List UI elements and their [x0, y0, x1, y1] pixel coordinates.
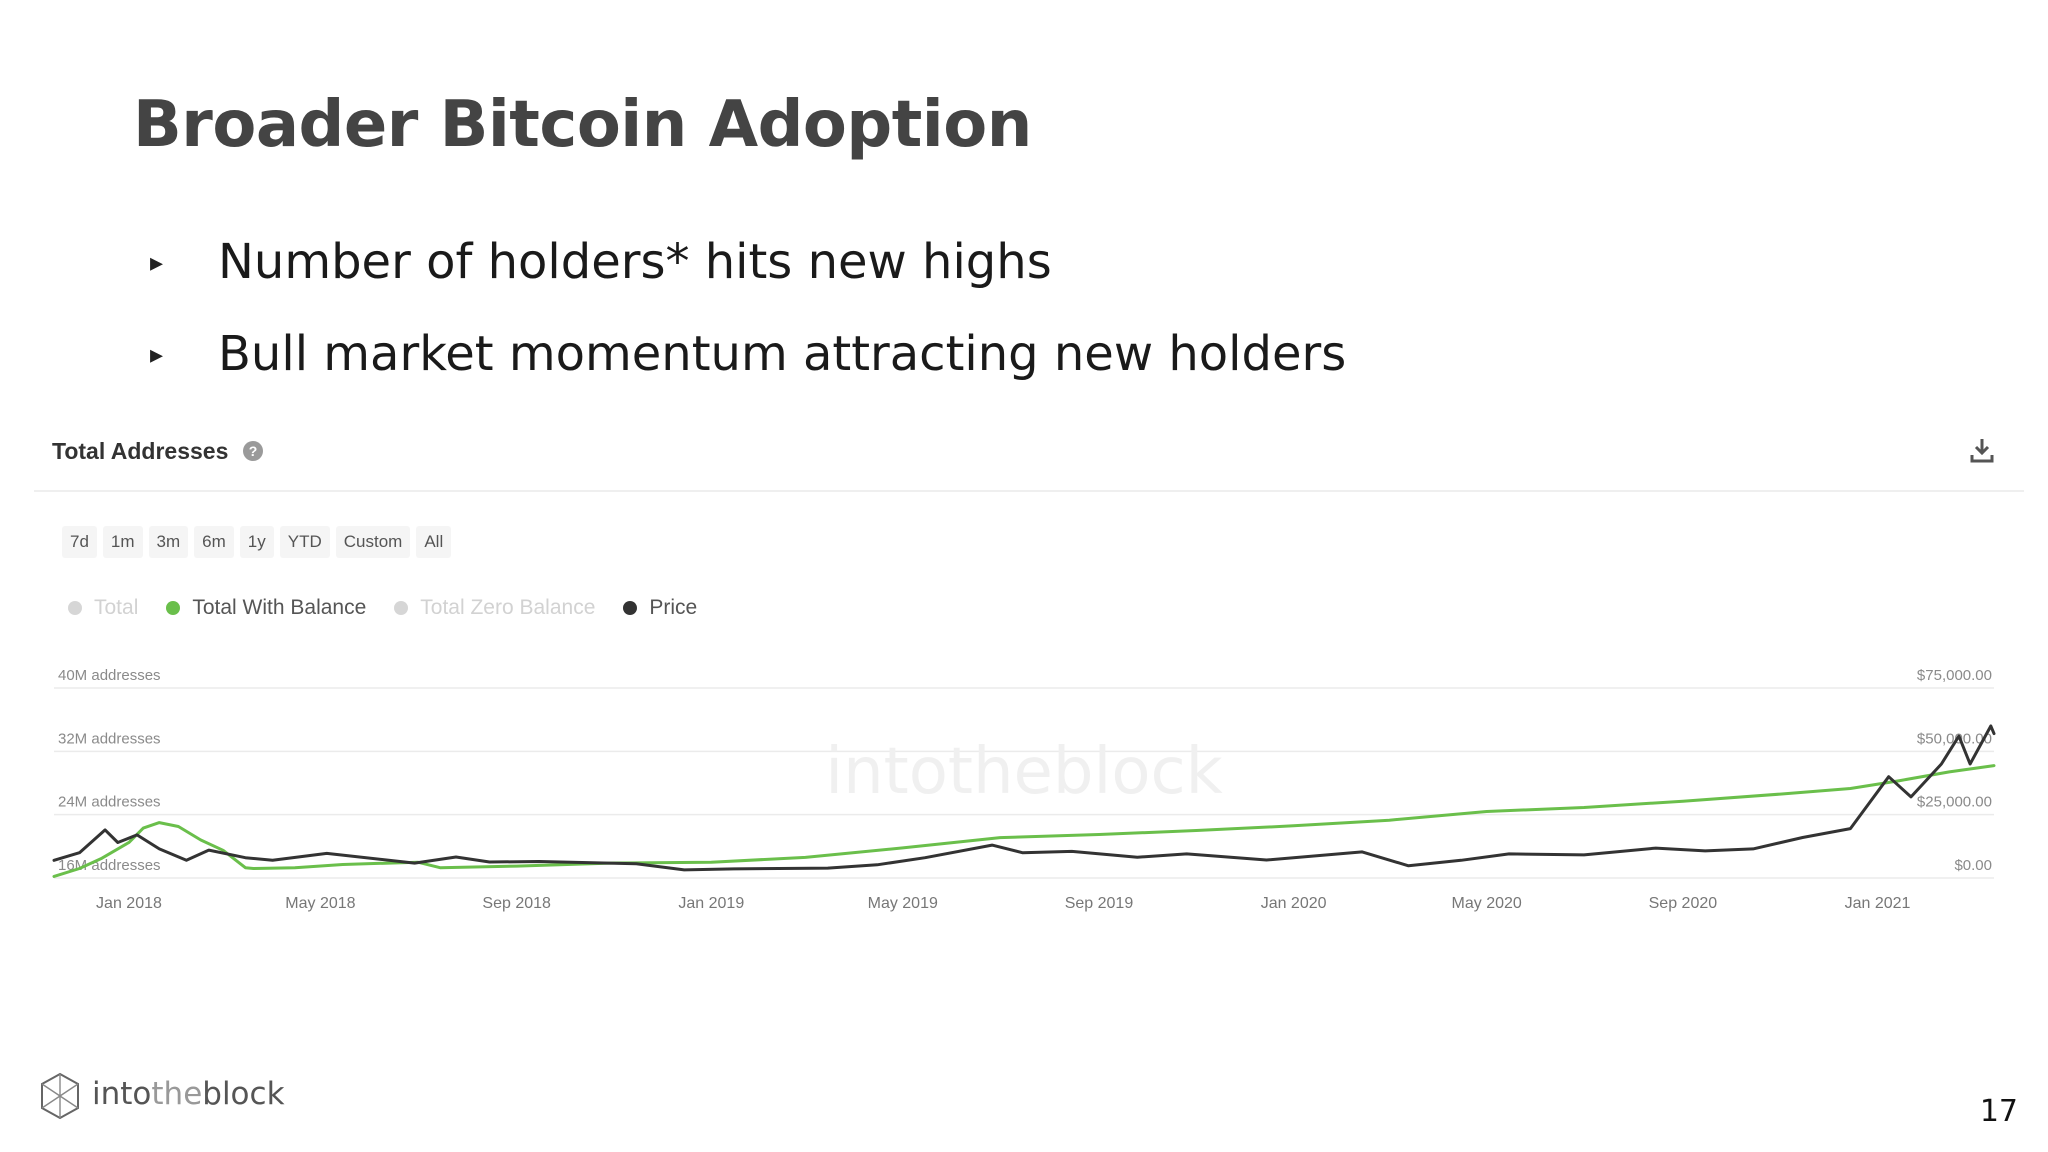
bullet-text: Bull market momentum attracting new hold…: [218, 326, 1347, 382]
y-right-tick-label: $50,000.00: [1917, 730, 1992, 747]
legend-label: Total With Balance: [192, 596, 367, 619]
line-chart: 16M addresses 24M addresses 32M addresses 4…: [52, 668, 1996, 912]
x-tick-label: Jan 2021: [1845, 895, 1911, 912]
help-circle-icon[interactable]: ?: [242, 440, 264, 462]
y-left-tick-label: 16M addresses: [58, 857, 161, 874]
legend-item-price[interactable]: Price: [623, 596, 697, 620]
chart-card-title: Total Addresses: [52, 438, 229, 464]
legend-dot: [166, 601, 181, 615]
x-tick-label: May 2020: [1452, 895, 1522, 912]
page-number: 17: [1979, 1094, 2018, 1129]
legend-dot: [68, 601, 82, 615]
footer-logo: intotheblock: [40, 1070, 300, 1126]
logo-text-the: the: [151, 1076, 203, 1112]
x-tick-label: Jan 2019: [678, 895, 744, 912]
x-tick-label: Sep 2018: [482, 895, 551, 912]
download-icon[interactable]: [1968, 436, 1996, 464]
intotheblock-logo-icon: [41, 1072, 79, 1120]
y-right-tick-label: $75,000.00: [1917, 668, 1992, 684]
x-tick-label: Jan 2018: [96, 895, 162, 912]
legend-item-total-with-balance[interactable]: Total With Balance: [166, 596, 366, 620]
y-left-tick-label: 24M addresses: [58, 794, 161, 811]
y-right-tick-label: $0.00: [1954, 857, 1992, 874]
bullet-triangle-icon: ▸: [150, 247, 164, 277]
x-tick-label: Sep 2019: [1065, 895, 1134, 912]
range-button-1y[interactable]: 1y: [239, 526, 274, 558]
card-divider: [34, 490, 2024, 492]
legend-label: Total Zero Balance: [420, 596, 596, 619]
legend-item-total[interactable]: Total: [68, 596, 138, 620]
range-button-1m[interactable]: 1m: [102, 526, 143, 558]
range-button-3m[interactable]: 3m: [148, 526, 189, 558]
x-tick-label: May 2019: [868, 895, 938, 912]
range-button-7d[interactable]: 7d: [62, 526, 97, 558]
svg-text:?: ?: [249, 443, 258, 459]
legend-dot: [623, 601, 638, 615]
legend-label: Total: [94, 596, 139, 619]
legend-item-total-zero-balance[interactable]: Total Zero Balance: [394, 596, 595, 620]
y-left-tick-label: 40M addresses: [58, 668, 161, 684]
range-button-6m[interactable]: 6m: [194, 526, 234, 558]
x-tick-label: Sep 2020: [1649, 895, 1718, 912]
logo-text-block: block: [202, 1076, 285, 1112]
chart-watermark: intotheblock: [825, 735, 1222, 809]
series-line-price: [52, 724, 1996, 872]
legend-dot: [394, 601, 409, 615]
bullet-text: Number of holders* hits new highs: [218, 234, 1052, 290]
range-button-all[interactable]: All: [416, 526, 452, 558]
y-left-tick-label: 32M addresses: [58, 730, 161, 747]
x-tick-label: Jan 2020: [1261, 895, 1327, 912]
logo-wordmark: intotheblock: [92, 1076, 285, 1112]
chart-card: Total Addresses ? 7d 1m 3m 6m 1y YTD Cus…: [34, 420, 2024, 1032]
range-button-group: 7d 1m 3m 6m 1y YTD Custom All: [62, 526, 452, 558]
x-tick-label: May 2018: [285, 895, 355, 912]
range-button-ytd[interactable]: YTD: [279, 526, 330, 558]
slide-title: Broader Bitcoin Adoption: [133, 88, 1032, 162]
y-right-tick-label: $25,000.00: [1917, 794, 1992, 811]
legend-label: Price: [649, 596, 698, 619]
chart-legend: Total Total With Balance Total Zero Bala…: [68, 596, 697, 620]
logo-text-into: into: [92, 1076, 152, 1112]
bullet-triangle-icon: ▸: [150, 339, 164, 369]
range-button-custom[interactable]: Custom: [335, 526, 411, 558]
